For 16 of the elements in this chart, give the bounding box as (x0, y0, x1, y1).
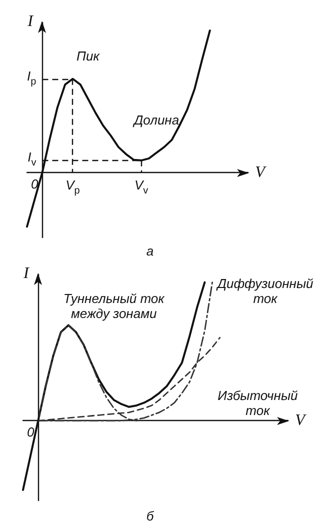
text: а (146, 244, 154, 258)
y-axis-title: I (28, 13, 33, 31)
annotation: 0 (30, 176, 38, 192)
annotation: Долина (134, 112, 180, 128)
ref-line-label: I$_{v}$ (28, 150, 36, 171)
ref-line-label: I$_{p}$ (27, 68, 36, 90)
annotation: 0 (26, 424, 34, 440)
annotation: Пик (76, 48, 100, 64)
x-axis-title: V (295, 412, 305, 430)
annotation: V$_{p}$ (66, 178, 80, 199)
annotation: Туннельный ток между зонами (63, 290, 164, 321)
annotation: Диффузионный ток (217, 276, 314, 306)
y-axis-title: I (23, 265, 29, 283)
text: б (146, 508, 154, 524)
annotation: V$_{v}$ (134, 178, 148, 199)
x-axis-title: V (255, 164, 265, 182)
